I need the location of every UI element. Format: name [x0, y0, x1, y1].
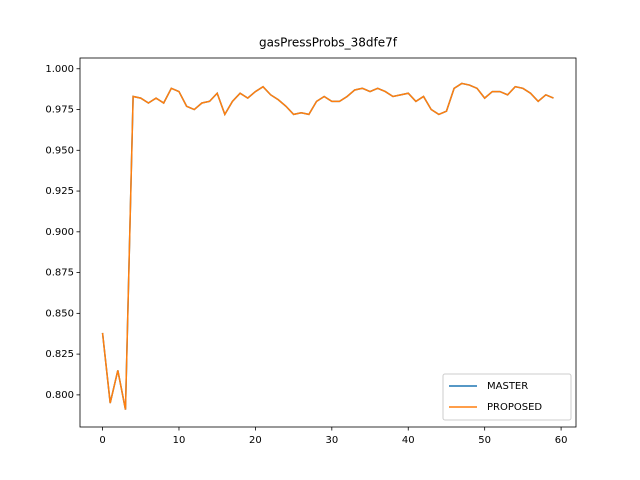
y-tick-label: 0.975	[45, 105, 74, 116]
legend-label: PROPOSED	[487, 402, 542, 413]
y-tick-label: 0.800	[45, 390, 74, 401]
x-tick-label: 30	[325, 435, 338, 446]
chart-title: gasPressProbs_38dfe7f	[259, 36, 398, 50]
legend-label: MASTER	[487, 381, 528, 392]
x-tick-label: 60	[555, 435, 568, 446]
x-tick-label: 40	[402, 435, 415, 446]
plot-frame	[79, 57, 577, 428]
x-tick-label: 50	[478, 435, 491, 446]
x-tick-label: 10	[173, 435, 186, 446]
y-tick-label: 0.900	[45, 227, 74, 238]
x-tick-label: 0	[99, 435, 105, 446]
y-tick-label: 1.000	[45, 64, 74, 75]
y-tick-label: 0.850	[45, 308, 74, 319]
y-tick-label: 0.925	[45, 186, 74, 197]
y-tick-label: 0.825	[45, 349, 74, 360]
series-line	[101, 82, 554, 410]
y-tick-label: 0.875	[45, 268, 74, 279]
x-tick-label: 20	[249, 435, 262, 446]
y-tick-label: 0.950	[45, 145, 74, 156]
